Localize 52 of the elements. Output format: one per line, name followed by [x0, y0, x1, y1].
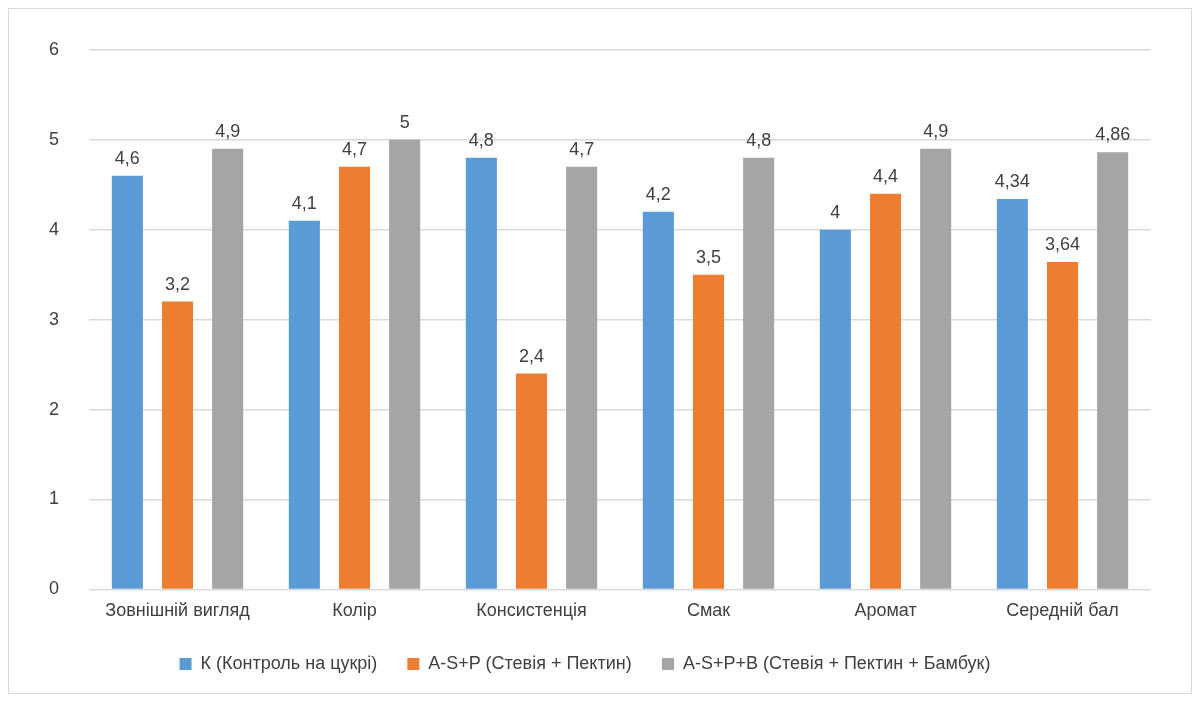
legend-label: К (Контроль на цукрі): [200, 652, 378, 673]
y-tick-label: 4: [49, 218, 60, 239]
bar: [566, 166, 598, 589]
bar: [288, 220, 320, 589]
bar: [692, 274, 725, 589]
data-label: 4,7: [569, 138, 595, 159]
y-tick-label: 0: [49, 578, 60, 599]
data-label: 2,4: [518, 345, 545, 366]
bar: [869, 193, 902, 589]
y-tick-label: 6: [49, 38, 60, 59]
data-label: 3,2: [164, 273, 191, 294]
x-tick-label: Зовнішній вигляд: [105, 600, 251, 621]
bar: [389, 139, 421, 589]
data-label: 3,5: [695, 246, 722, 267]
y-tick-label: 1: [49, 488, 60, 509]
bar: [743, 157, 775, 589]
data-label: 4,7: [341, 138, 368, 159]
x-tick-label: Колір: [332, 600, 377, 621]
data-label: 4,8: [468, 129, 494, 150]
y-tick-label: 3: [49, 308, 60, 329]
x-tick-label: Смак: [686, 600, 731, 621]
data-label: 4,34: [994, 171, 1030, 192]
data-label: 4,6: [114, 147, 140, 168]
data-label: 4,2: [645, 183, 671, 204]
x-tick-label: Аромат: [854, 600, 917, 621]
data-label: 3,64: [1044, 234, 1081, 255]
bar: [1046, 262, 1079, 589]
bar: [111, 175, 143, 589]
x-tick-label: Консистенція: [476, 600, 587, 621]
data-label: 4,86: [1095, 124, 1131, 145]
data-label: 5: [399, 111, 410, 132]
y-tick-label: 2: [49, 398, 60, 419]
data-label: 4,4: [872, 165, 899, 186]
y-tick-label: 5: [49, 128, 60, 149]
bar: [515, 373, 548, 589]
bar: [161, 301, 194, 589]
bar: [338, 166, 371, 589]
data-label: 4,9: [215, 120, 241, 141]
legend-label: A-S+P (Стевія + Пектин): [428, 652, 632, 673]
bar: [465, 157, 497, 589]
data-label: 4: [830, 201, 841, 222]
bar: [1097, 152, 1129, 589]
data-label: 4,9: [923, 120, 949, 141]
legend-label: A-S+P+B (Стевія + Пектин + Бамбук): [683, 652, 991, 673]
bar: [642, 211, 674, 589]
bar: [996, 199, 1028, 589]
data-label: 4,1: [291, 192, 317, 213]
x-tick-label: Середній бал: [1006, 600, 1119, 621]
bar: [920, 148, 952, 589]
data-label: 4,8: [746, 129, 772, 150]
bar: [212, 148, 244, 589]
bar: [819, 229, 851, 589]
